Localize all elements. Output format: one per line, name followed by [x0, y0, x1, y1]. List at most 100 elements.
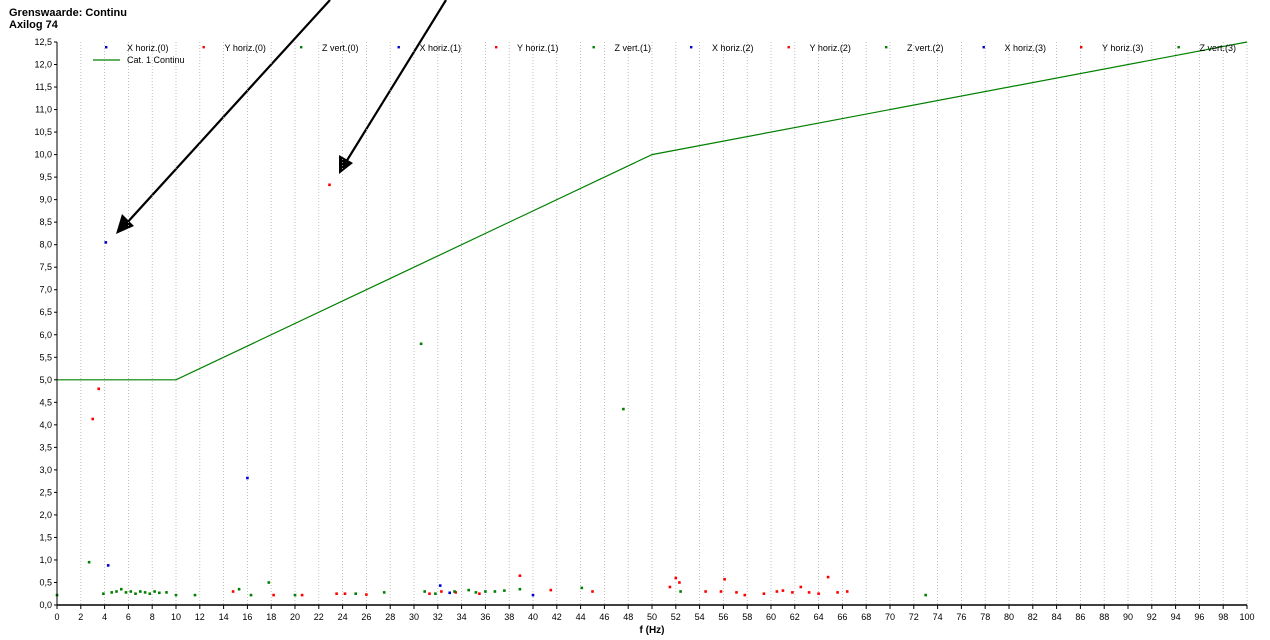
x-tick-label: 84 [1052, 612, 1062, 622]
x-tick-label: 50 [647, 612, 657, 622]
data-point [493, 590, 497, 593]
x-tick-label: 36 [480, 612, 490, 622]
legend-entry: Y horiz.(0) [225, 43, 266, 53]
data-point [478, 592, 481, 595]
data-point [120, 587, 123, 591]
x-tick-label: 34 [457, 612, 467, 622]
axis-layer: 0,0 0,5 1,0 1,5 2,0 2,5 3,0 3,5 4,0 4,5 5,0 5,5 6,0 6… [34, 37, 1254, 636]
x-tick-label: 68 [861, 612, 871, 622]
x-tick-label: 2 [78, 612, 83, 622]
x-tick-label: 52 [671, 612, 681, 622]
data-point [267, 581, 271, 584]
legend-marker [105, 46, 108, 49]
x-tick-label: 94 [1171, 612, 1181, 622]
legend-marker [397, 46, 400, 49]
x-tick-label: 76 [956, 612, 966, 622]
annotation-arrow-2 [339, 0, 447, 174]
x-tick-label: 24 [338, 612, 348, 622]
y-tick-label: 11,0 [35, 105, 52, 115]
x-tick-label: 44 [576, 612, 586, 622]
legend-marker [1177, 46, 1180, 49]
data-point [129, 590, 133, 593]
data-point [826, 575, 830, 579]
data-point [134, 592, 137, 595]
x-tick-label: 38 [504, 612, 514, 622]
data-point [354, 592, 357, 595]
x-tick-label: 6 [126, 612, 131, 622]
legend-marker [202, 46, 205, 49]
legend-entry: X horiz.(2) [712, 43, 754, 53]
y-tick-label: 12,5 [34, 37, 52, 47]
y-tick-label: 4,0 [39, 420, 52, 430]
data-point [231, 590, 235, 593]
data-point [106, 564, 110, 567]
data-point [799, 585, 803, 589]
y-tick-label: 0,0 [39, 600, 52, 610]
data-point [193, 593, 197, 597]
data-point [518, 587, 522, 591]
x-tick-label: 32 [433, 612, 443, 622]
data-point [674, 576, 678, 580]
legend-entry: X horiz.(3) [1005, 43, 1047, 53]
data-point [791, 591, 794, 594]
data-point [580, 586, 584, 590]
data-point [591, 590, 594, 593]
y-tick-label: 12,0 [34, 60, 52, 70]
x-axis-label: f (Hz) [640, 625, 665, 636]
x-tick-label: 8 [150, 612, 155, 622]
data-point [679, 590, 682, 593]
y-tick-label: 5,5 [39, 352, 52, 362]
legend-entry: Y horiz.(3) [1102, 43, 1143, 53]
data-point [115, 590, 118, 593]
data-point [158, 591, 161, 595]
x-tick-label: 16 [242, 612, 252, 622]
data-point [91, 417, 94, 421]
y-tick-label: 4,5 [39, 397, 52, 407]
x-tick-label: 4 [102, 612, 107, 622]
x-tick-label: 26 [361, 612, 371, 622]
y-tick-label: 0,5 [39, 577, 52, 587]
x-tick-label: 98 [1218, 612, 1228, 622]
x-tick-label: 40 [528, 612, 538, 622]
x-tick-label: 82 [1028, 612, 1038, 622]
y-tick-label: 1,5 [39, 532, 52, 542]
data-point [467, 588, 470, 592]
data-point [719, 590, 723, 593]
data-point [249, 593, 253, 597]
legend: X horiz.(0) Y horiz.(0) Z vert.(0) X horiz.… [93, 43, 1236, 65]
data-point [153, 590, 156, 593]
data-point [300, 593, 304, 597]
data-point [836, 591, 839, 594]
legend-entry: Y horiz.(2) [810, 43, 851, 53]
legend-marker [1080, 46, 1083, 49]
x-tick-label: 92 [1147, 612, 1157, 622]
y-tick-label: 8,5 [39, 217, 52, 227]
x-tick-label: 22 [314, 612, 324, 622]
legend-entry: Z vert.(0) [322, 43, 359, 53]
y-tick-label: 7,0 [39, 285, 52, 295]
data-point [343, 592, 347, 595]
x-tick-label: 80 [1004, 612, 1014, 622]
legend-entry: X horiz.(1) [420, 43, 462, 53]
data-point [845, 590, 849, 593]
x-tick-label: 72 [909, 612, 919, 622]
data-point [365, 593, 368, 596]
x-tick-label: 46 [599, 612, 609, 622]
x-tick-label: 100 [1239, 612, 1254, 622]
legend-marker [787, 46, 790, 49]
x-tick-label: 62 [790, 612, 800, 622]
y-tick-label: 7,5 [39, 262, 52, 272]
data-point [438, 584, 442, 587]
data-point [382, 591, 386, 594]
legend-entry: Z vert.(2) [907, 43, 944, 53]
data-point [143, 591, 147, 594]
data-point [781, 589, 785, 592]
x-tick-label: 28 [385, 612, 395, 622]
x-tick-label: 88 [1099, 612, 1109, 622]
annotation-arrow-1 [116, 0, 331, 234]
x-tick-label: 42 [552, 612, 562, 622]
data-point [174, 593, 178, 597]
data-point [440, 590, 443, 593]
data-point [293, 593, 297, 597]
x-tick-label: 70 [885, 612, 895, 622]
